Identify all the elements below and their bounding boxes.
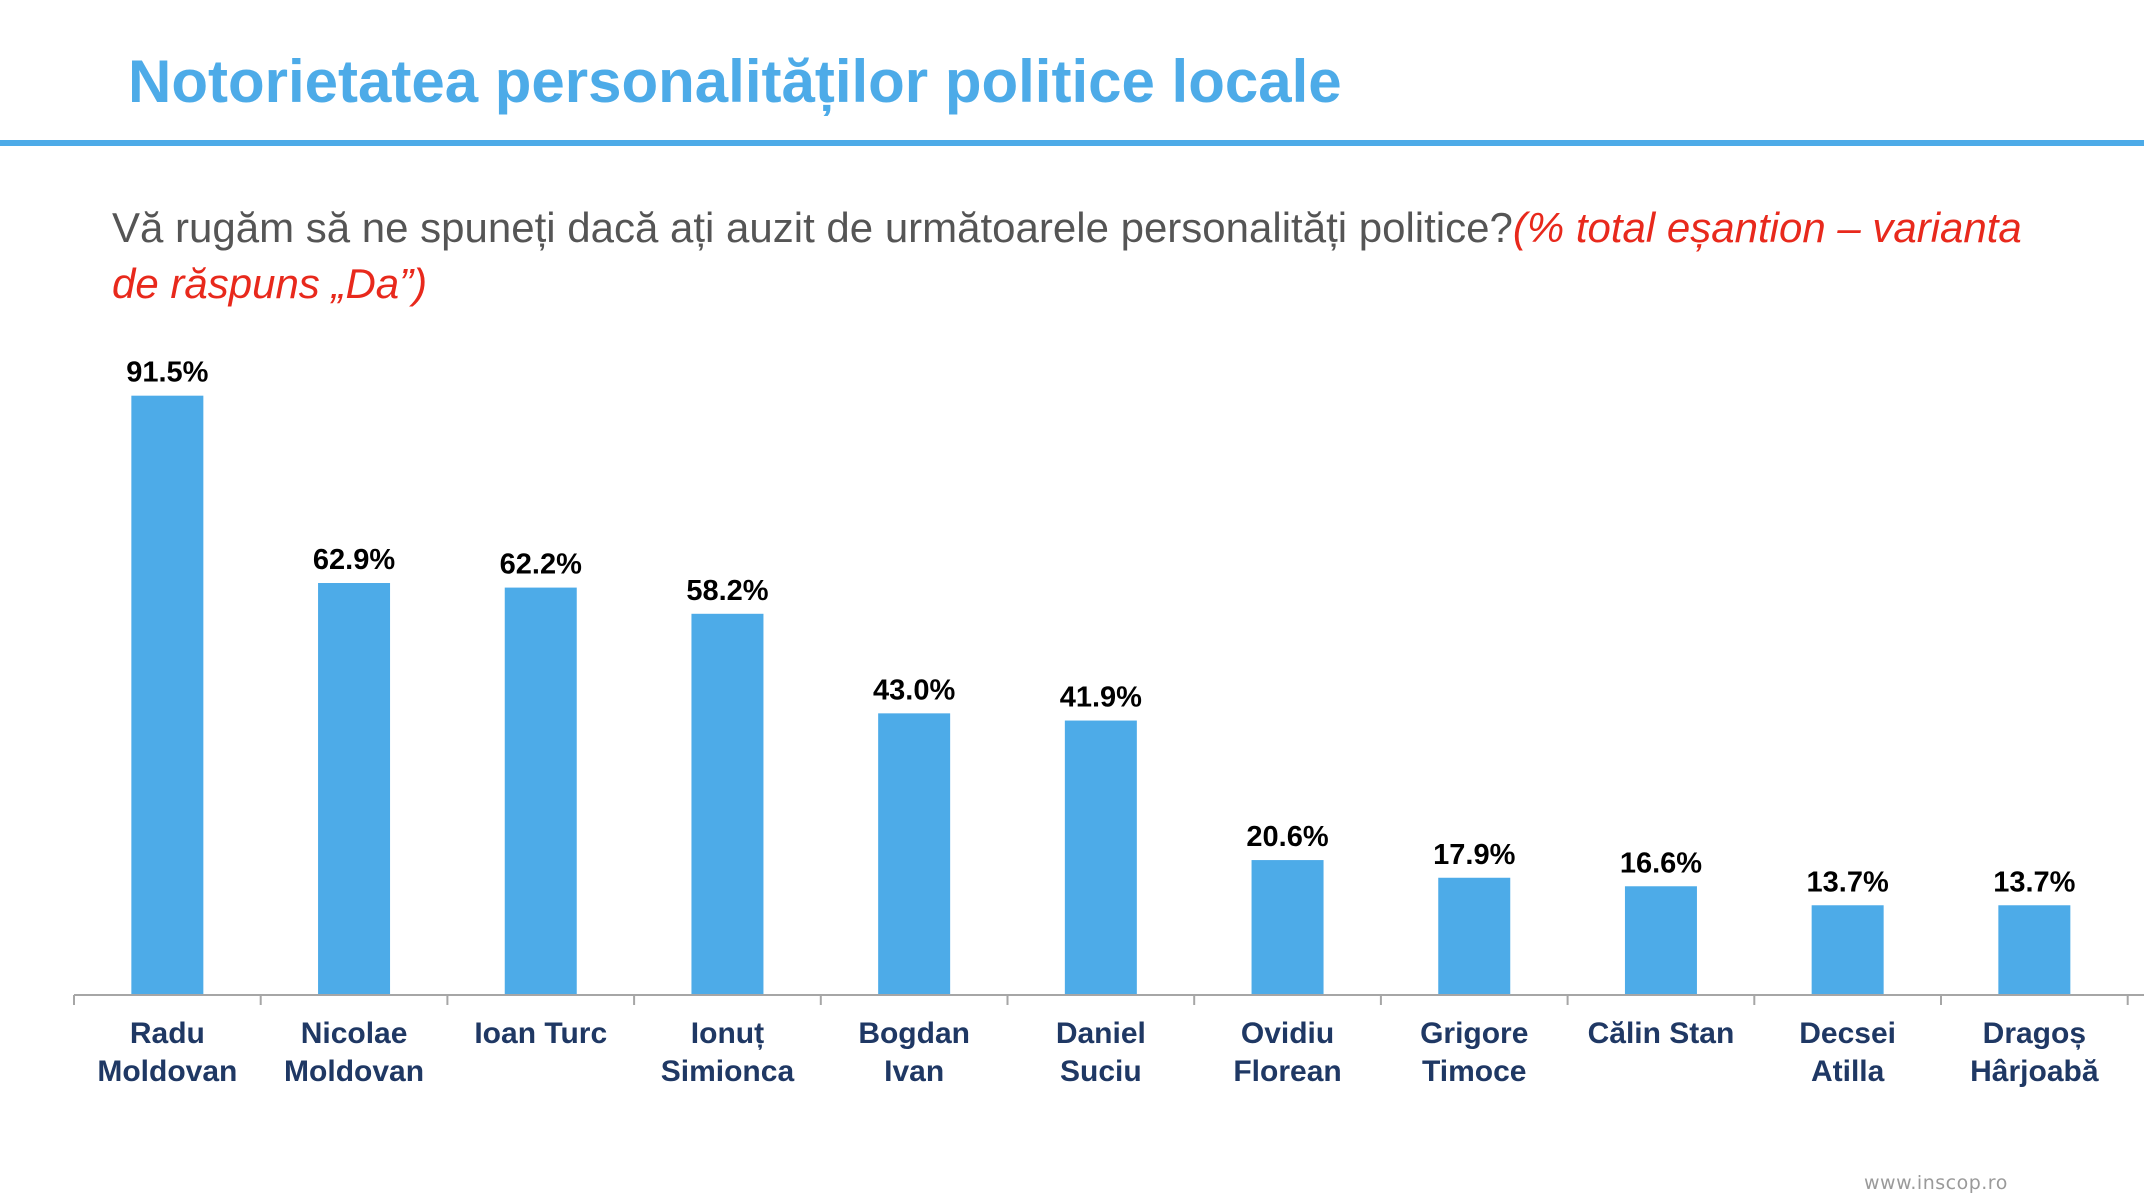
category-label-line: Dragoș: [1983, 1017, 2086, 1050]
category-label-line: Simionca: [661, 1055, 795, 1088]
category-label: Călin Stan: [1588, 1017, 1735, 1050]
bar-value-label: 41.9%: [1060, 682, 1142, 714]
category-label-line: Ivan: [884, 1055, 944, 1088]
category-label: Decsei Atilla: [1799, 1017, 1896, 1088]
bar-value-label: 20.6%: [1246, 821, 1328, 853]
category-label-line: Nicolae: [301, 1017, 408, 1050]
category-label: Bogdan Ivan: [858, 1017, 970, 1088]
bar-value-label: 17.9%: [1433, 839, 1515, 871]
category-label-line: Moldovan: [284, 1055, 424, 1088]
category-label-line: Florean: [1233, 1055, 1341, 1088]
category-label-line: Ioan Turc: [474, 1017, 607, 1050]
category-label-line: Moldovan: [97, 1055, 237, 1088]
bar: [131, 395, 204, 995]
category-label: Dragoș Hârjoabă: [1970, 1017, 2099, 1088]
category-label: Radu Moldovan: [97, 1017, 237, 1088]
category-label: Ionuț Simionca: [661, 1017, 795, 1088]
bar-value-label: 58.2%: [686, 575, 768, 607]
bar-chart-svg: 91.5% 62.9% 62.2% 58.2% 43.0% 41.9% 20.6% 17.9%…: [73, 357, 2144, 1088]
bar: [878, 713, 951, 995]
bar: [1064, 720, 1137, 995]
bar-value-label: 62.9%: [313, 544, 395, 576]
category-label-line: Călin Stan: [1588, 1017, 1735, 1050]
category-label: Ovidiu Florean: [1233, 1017, 1341, 1088]
title-divider: [0, 140, 2144, 146]
bar: [1251, 860, 1324, 995]
category-label-line: Radu: [130, 1017, 205, 1050]
question-text: Vă rugăm să ne spuneți dacă ați auzit de…: [112, 204, 1513, 251]
category-label-line: Ovidiu: [1241, 1017, 1334, 1050]
footer-url[interactable]: www.inscop.ro: [1864, 1172, 2008, 1194]
category-label: Grigore Timoce: [1420, 1017, 1528, 1088]
bar-value-label: 43.0%: [873, 674, 955, 706]
bar-chart: 91.5% 62.9% 62.2% 58.2% 43.0% 41.9% 20.6% 17.9%…: [0, 340, 2144, 1120]
category-label-line: Bogdan: [858, 1017, 970, 1050]
category-label: Ioan Turc: [474, 1017, 607, 1050]
category-label: Nicolae Moldovan: [284, 1017, 424, 1088]
bar: [1438, 877, 1511, 995]
survey-question: Vă rugăm să ne spuneți dacă ați auzit de…: [112, 200, 2072, 312]
category-label: Daniel Suciu: [1056, 1017, 1146, 1088]
category-label-line: Ionuț: [691, 1017, 764, 1050]
question-note: (% total eșantion – varianta de răspuns …: [112, 204, 2022, 307]
bar: [504, 587, 577, 995]
bar: [1811, 905, 1884, 995]
category-label-line: Daniel: [1056, 1017, 1146, 1050]
bar-value-label: 91.5%: [126, 357, 208, 389]
bar-value-label: 16.6%: [1620, 847, 1702, 879]
category-labels: Radu Moldovan Nicolae Moldovan Ioan Turc Ionu…: [97, 1017, 2098, 1088]
bar: [318, 583, 391, 995]
value-labels: 91.5% 62.9% 62.2% 58.2% 43.0% 41.9% 20.6% 17.9%…: [126, 357, 2075, 899]
bars-layer: [131, 395, 2071, 995]
category-label-line: Grigore: [1420, 1017, 1528, 1050]
bar: [691, 613, 764, 995]
bar-value-label: 62.2%: [500, 549, 582, 581]
bar: [1624, 886, 1697, 995]
category-label-line: Suciu: [1060, 1055, 1142, 1088]
category-label-line: Hârjoabă: [1970, 1055, 2099, 1088]
category-label-line: Atilla: [1811, 1055, 1885, 1088]
bar-value-label: 13.7%: [1993, 866, 2075, 898]
x-axis: [73, 994, 2144, 1005]
category-label-line: Timoce: [1422, 1055, 1527, 1088]
category-label-line: Decsei: [1799, 1017, 1896, 1050]
bar-value-label: 13.7%: [1807, 866, 1889, 898]
slide-title: Notorietatea personalităților politice l…: [128, 48, 1342, 115]
bar: [1998, 905, 2071, 995]
